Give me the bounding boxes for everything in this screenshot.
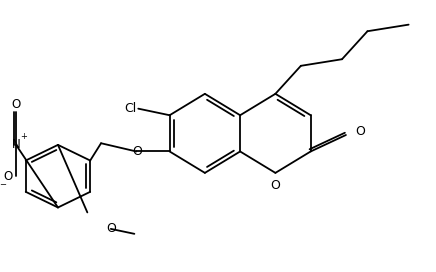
Text: O: O bbox=[133, 145, 142, 158]
Text: Cl: Cl bbox=[124, 102, 136, 115]
Text: N: N bbox=[12, 138, 20, 152]
Text: O: O bbox=[270, 179, 280, 192]
Text: −: − bbox=[0, 180, 6, 189]
Text: O: O bbox=[356, 125, 366, 138]
Text: O: O bbox=[11, 98, 20, 111]
Text: O: O bbox=[4, 170, 13, 183]
Text: O: O bbox=[106, 222, 116, 235]
Text: +: + bbox=[20, 132, 27, 141]
